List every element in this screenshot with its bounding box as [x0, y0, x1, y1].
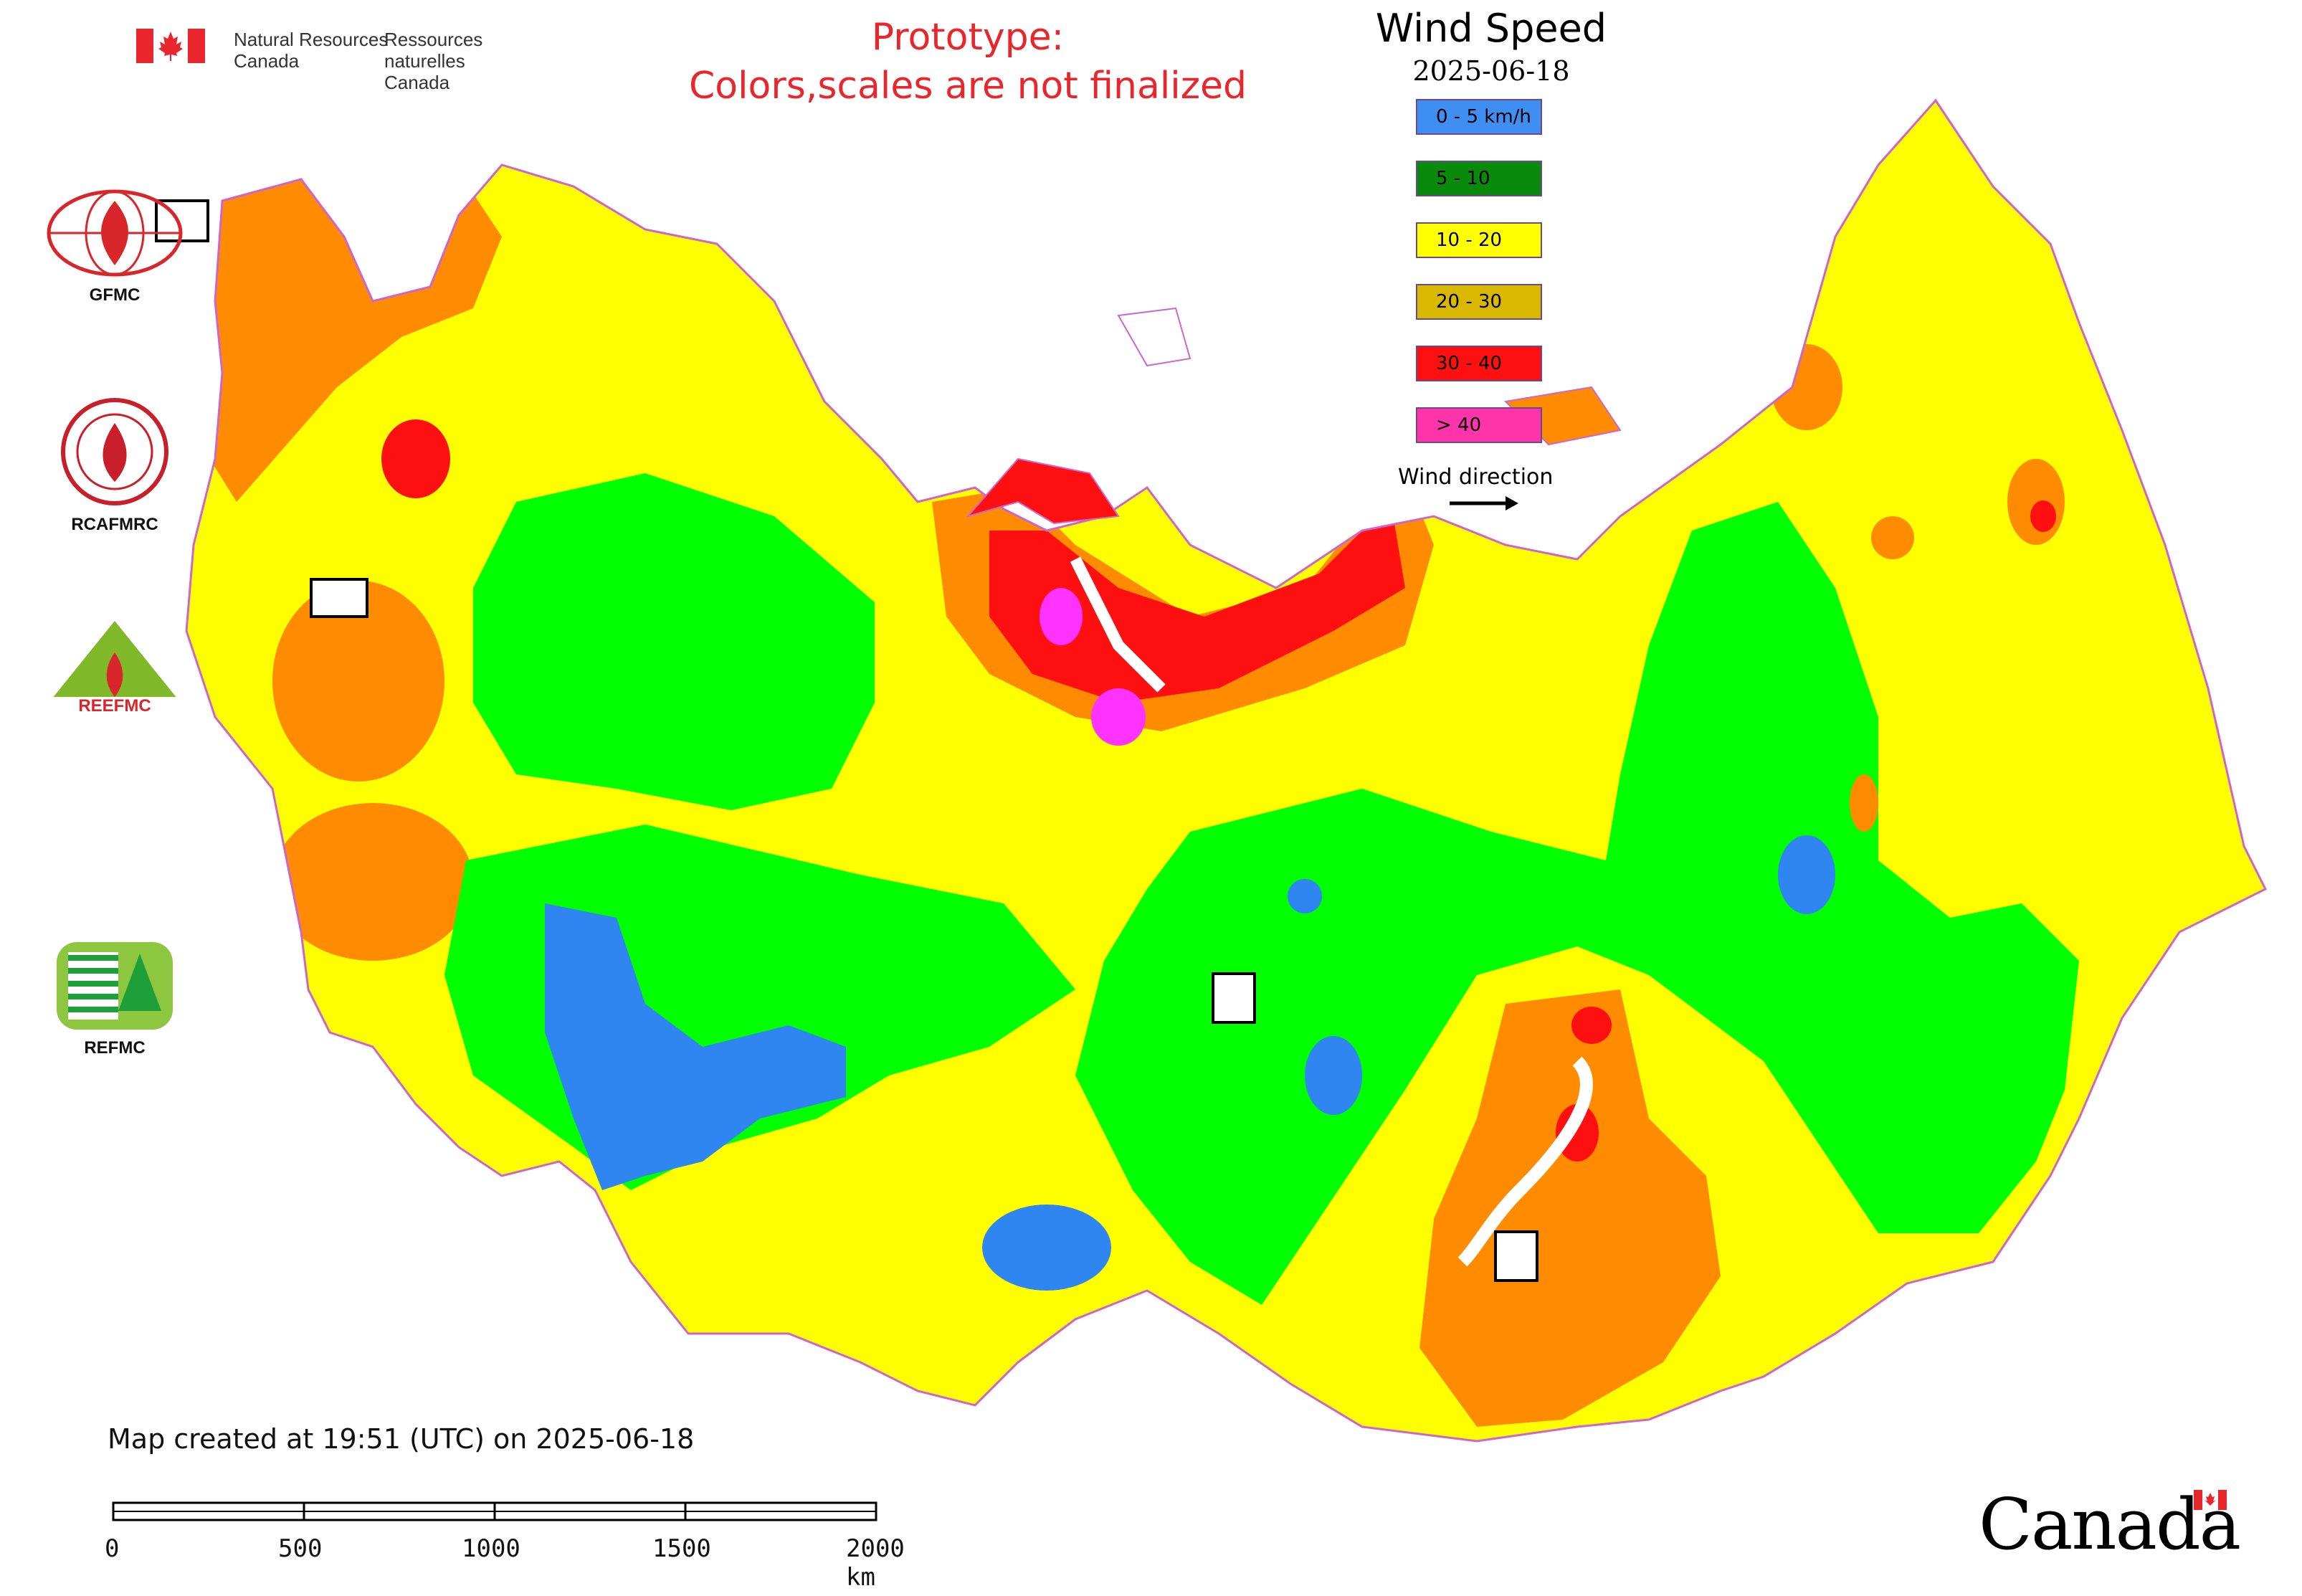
wind-direction-arrow-icon — [1450, 496, 1518, 510]
scale-label: 0 — [105, 1534, 120, 1563]
scale-label: 2000 km — [846, 1534, 905, 1592]
legend-class-5: > 40 — [1416, 407, 1542, 443]
legend-class-1: 5 - 10 — [1416, 161, 1542, 196]
legend-class-label: 5 - 10 — [1436, 168, 1490, 189]
map-created-caption: Map created at 19:51 (UTC) on 2025-06-18 — [108, 1423, 695, 1455]
logo-caption: RCAFMRC — [71, 515, 158, 534]
department-name-en: Natural Resources Canada — [234, 29, 406, 72]
rcafmrc-seal-icon — [61, 398, 168, 505]
legend-class-label: 30 - 40 — [1436, 353, 1503, 374]
legend-class-label: 0 - 5 km/h — [1436, 106, 1531, 128]
reefmc-triangle-icon: REEFMC — [39, 621, 191, 716]
refmc-sigma-tree-icon — [57, 942, 173, 1030]
logo-caption: REFMC — [84, 1038, 146, 1058]
legend-class-2: 10 - 20 — [1416, 222, 1542, 258]
scale-label: 500 — [278, 1534, 323, 1563]
scale-bar-graphic — [112, 1501, 877, 1521]
rcafmrc-logo: RCAFMRC — [29, 394, 201, 535]
legend-class-3: 20 - 30 — [1416, 284, 1542, 320]
dept-fr-line1: Ressources naturelles — [384, 29, 483, 72]
legend-class-label: 10 - 20 — [1436, 229, 1503, 251]
wordmark-flag-icon — [2194, 1490, 2227, 1510]
rcafmrc-map-marker-icon — [1494, 1230, 1538, 1282]
legend-date: 2025-06-18 — [1412, 55, 1570, 87]
scale-label: 1000 — [462, 1534, 520, 1563]
prototype-line1: Prototype: — [871, 16, 1065, 59]
refmc-map-marker-icon — [1212, 972, 1256, 1024]
svg-text:REEFMC: REEFMC — [78, 696, 151, 716]
legend-title: Wind Speed — [1375, 6, 1607, 51]
prototype-notice: Prototype: Colors,scales are not finaliz… — [645, 13, 1290, 110]
legend-class-0: 0 - 5 km/h — [1416, 99, 1542, 135]
dept-en-line1: Natural Resources — [234, 29, 389, 50]
prototype-line2: Colors,scales are not finalized — [688, 65, 1247, 108]
scale-bar: 0 500 1000 1500 2000 km — [105, 1498, 905, 1592]
scale-label: 1500 — [652, 1534, 711, 1563]
logo-caption: GFMC — [89, 285, 141, 305]
legend-class-label: 20 - 30 — [1436, 291, 1503, 313]
reefmc-map-marker-icon — [310, 578, 368, 618]
legend-class-4: 30 - 40 — [1416, 346, 1542, 381]
refmc-logo: REFMC — [29, 939, 201, 1058]
gfmc-globe-fire-icon — [47, 189, 183, 277]
department-name-fr: Ressources naturelles Canada — [384, 29, 556, 93]
gfmc-logo: GFMC — [29, 186, 201, 305]
government-signature: Natural Resources Canada Ressources natu… — [136, 29, 556, 93]
dept-fr-line2: Canada — [384, 72, 450, 93]
reefmc-logo: REEFMC — [29, 617, 201, 720]
canada-flag-icon — [136, 29, 205, 63]
dept-en-line2: Canada — [234, 50, 300, 72]
legend: Wind Speed 2025-06-18 0 - 5 km/h 5 - 10 … — [1333, 6, 1649, 522]
legend-class-label: > 40 — [1436, 414, 1482, 436]
wind-direction-label: Wind direction — [1398, 465, 1554, 490]
